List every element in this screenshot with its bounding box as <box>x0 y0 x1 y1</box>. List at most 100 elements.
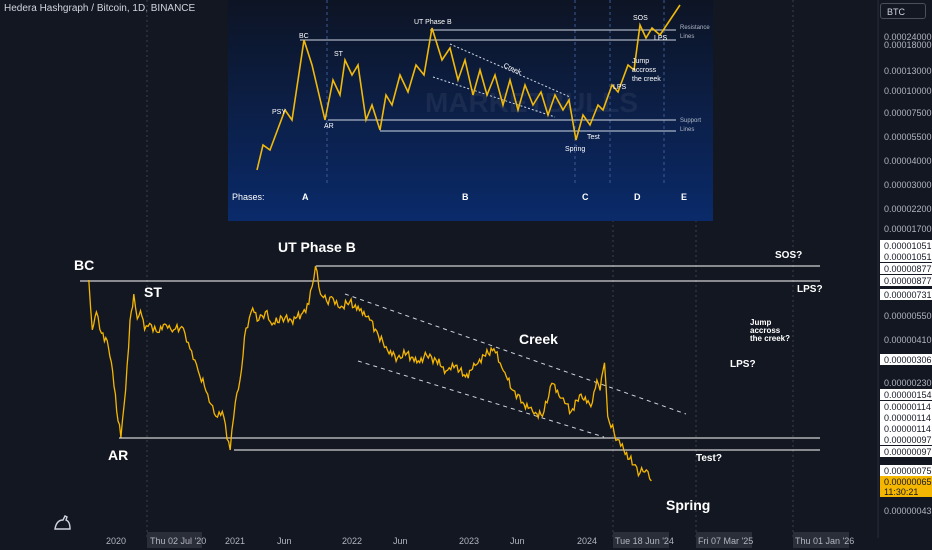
annotations: BC ST AR UT Phase B Creek Spring Test? S… <box>74 239 823 513</box>
y-tick: 0.00003000 <box>884 180 932 190</box>
price-line <box>88 265 652 482</box>
price-tags: 0.00001051 0.00001051 0.00000877 0.00000… <box>880 240 932 497</box>
price-tag-bg <box>880 289 932 300</box>
y-tick: 0.00000410 <box>884 335 932 345</box>
price-tag-bg <box>880 423 932 434</box>
time-highlight <box>696 532 752 548</box>
y-tick: 0.00001700 <box>884 224 932 234</box>
y-tick: 0.00004000 <box>884 156 932 166</box>
y-tick: 0.00005500 <box>884 132 932 142</box>
inset-phase-c: C <box>582 192 589 202</box>
price-tag-bg <box>880 263 932 274</box>
inset-label-st: ST <box>334 51 344 58</box>
time-axis[interactable]: 2020 Thu 02 Jul '20 2021 Jun 2022 Jun 20… <box>106 532 854 548</box>
price-tag-bg <box>880 465 932 476</box>
price-tag: 0.00000097 <box>884 435 932 445</box>
y-tick: 0.00018000 <box>884 40 932 50</box>
x-tick: 2024 <box>577 536 597 546</box>
x-tick: Fri 07 Mar '25 <box>698 536 753 546</box>
inset-phase-d: D <box>634 192 641 202</box>
y-tick: 0.00010000 <box>884 86 932 96</box>
annotation-ar: AR <box>108 447 128 463</box>
y-tick: 0.00000043 <box>884 506 932 516</box>
inset-label-jump-1: Jump <box>632 58 649 65</box>
price-tag-bg <box>880 434 932 445</box>
price-tag-bg <box>880 401 932 412</box>
x-tick: Jun <box>510 536 525 546</box>
x-tick: 2021 <box>225 536 245 546</box>
inset-label-sos: SOS <box>633 15 648 22</box>
price-tag-bg <box>880 275 932 286</box>
y-tick: 0.00002200 <box>884 204 932 214</box>
price-axis[interactable]: 0.00024000 0.00018000 0.00013000 0.00010… <box>877 0 932 538</box>
annotation-jump-3: the creek? <box>750 334 790 343</box>
price-tag: 0.00000154 <box>884 390 932 400</box>
x-tick: Jun <box>277 536 292 546</box>
annotation-test: Test? <box>696 453 722 464</box>
x-tick: Jun <box>393 536 408 546</box>
time-highlight <box>793 532 849 548</box>
inset-background <box>228 0 713 221</box>
x-tick: 2023 <box>459 536 479 546</box>
time-highlight <box>147 532 202 548</box>
annotation-jump-1: Jump <box>750 318 771 327</box>
price-tag: 0.00000114 <box>884 402 931 412</box>
inset-label-jump-2: accross <box>632 67 657 74</box>
inset-phase-a: A <box>302 192 309 202</box>
inset-label-support-1: Support <box>680 118 701 124</box>
level-lines <box>80 265 820 451</box>
price-tag-bg <box>880 251 932 262</box>
inset-label-psy: PSY <box>272 109 286 116</box>
price-tag-bg <box>880 412 932 423</box>
inset-phases-label: Phases: <box>232 192 265 202</box>
price-tag: 0.00000097 <box>884 447 932 457</box>
wyckoff-inset: MARKETBULLS BC PSY ST AR UT Phase B Cree… <box>228 0 713 221</box>
annotation-bc: BC <box>74 257 94 273</box>
inset-label-bc: BC <box>299 33 309 40</box>
inset-label-test: Test <box>587 134 600 141</box>
countdown: 11:30:21 <box>884 487 918 497</box>
price-tag: 0.00000114 <box>884 424 931 434</box>
annotation-lps-mid: LPS? <box>730 359 756 370</box>
price-tag: 0.00001051 <box>884 252 932 262</box>
y-tick: 0.00007500 <box>884 108 932 118</box>
price-tag: 0.00000731 <box>884 290 932 300</box>
price-tag: 0.00000114 <box>884 413 931 423</box>
y-tick: 0.00013000 <box>884 66 932 76</box>
x-tick: Thu 01 Jan '26 <box>795 536 854 546</box>
annotation-sos: SOS? <box>775 250 802 261</box>
price-tag-bg <box>880 446 932 457</box>
annotation-jump-2: accross <box>750 326 781 335</box>
annotation-ut: UT Phase B <box>278 239 356 255</box>
inset-label-ar: AR <box>324 123 334 130</box>
inset-label-spring: Spring <box>565 146 585 153</box>
current-price-tag <box>880 476 932 497</box>
inset-label-resistance-1: Resistance <box>680 25 710 31</box>
inset-label-ut: UT Phase B <box>414 19 452 26</box>
y-tick: 0.00024000 <box>884 32 932 42</box>
price-tag: 0.00000075 <box>884 466 932 476</box>
x-tick: 2020 <box>106 536 126 546</box>
current-price: 0.00000065 <box>884 477 932 487</box>
time-highlight <box>613 532 669 548</box>
tradingview-logo-icon[interactable] <box>52 512 74 532</box>
currency-button[interactable]: BTC <box>880 3 926 19</box>
inset-phase-e: E <box>681 192 687 202</box>
price-tag-bg <box>880 354 932 365</box>
inset-label-lps: LPS <box>654 35 668 42</box>
inset-phase-b: B <box>462 192 469 202</box>
inset-label-jump-3: the creek <box>632 76 661 83</box>
x-tick: Tue 18 Jun '24 <box>615 536 674 546</box>
x-tick: Thu 02 Jul '20 <box>150 536 206 546</box>
chart-title: Hedera Hashgraph / Bitcoin, 1D, BINANCE <box>4 3 196 14</box>
creek-channel <box>344 293 687 438</box>
annotation-lps-top: LPS? <box>797 284 823 295</box>
inset-label-lps2: LPS <box>613 84 627 91</box>
inset-label-resistance-2: Lines <box>680 34 694 40</box>
y-tick: 0.00000230 <box>884 378 932 388</box>
annotation-spring: Spring <box>666 497 710 513</box>
inset-price-path <box>256 4 681 171</box>
price-tag-bg <box>880 240 932 251</box>
y-tick: 0.00000550 <box>884 311 932 321</box>
